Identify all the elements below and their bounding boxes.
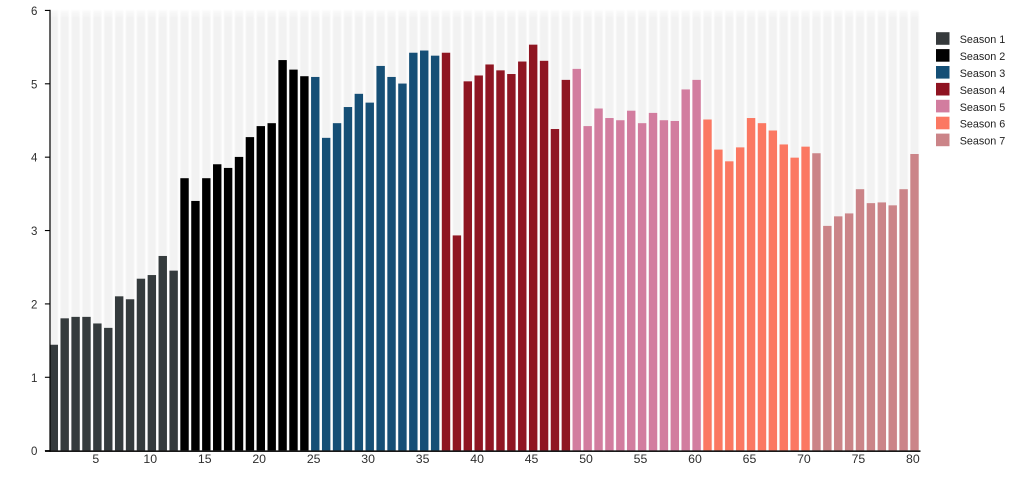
svg-text:45: 45 xyxy=(525,452,539,466)
svg-text:20: 20 xyxy=(252,452,266,466)
svg-text:1: 1 xyxy=(31,373,37,385)
svg-text:80: 80 xyxy=(906,452,920,466)
svg-text:Season 5: Season 5 xyxy=(960,102,1006,114)
svg-text:60: 60 xyxy=(688,452,702,466)
svg-text:Season 3: Season 3 xyxy=(960,68,1006,80)
svg-text:0: 0 xyxy=(31,446,37,458)
svg-text:55: 55 xyxy=(634,452,648,466)
svg-text:Season 7: Season 7 xyxy=(960,136,1006,148)
svg-text:4: 4 xyxy=(31,153,38,165)
svg-text:Season 4: Season 4 xyxy=(960,85,1006,97)
svg-text:50: 50 xyxy=(579,452,593,466)
svg-text:30: 30 xyxy=(361,452,375,466)
svg-text:2: 2 xyxy=(31,299,37,311)
svg-text:40: 40 xyxy=(470,452,484,466)
svg-text:15: 15 xyxy=(198,452,212,466)
svg-text:6: 6 xyxy=(31,6,37,18)
svg-text:35: 35 xyxy=(416,452,430,466)
svg-text:Season 6: Season 6 xyxy=(960,119,1006,131)
svg-text:65: 65 xyxy=(743,452,757,466)
svg-text:75: 75 xyxy=(852,452,866,466)
svg-text:25: 25 xyxy=(307,452,321,466)
svg-text:3: 3 xyxy=(31,226,37,238)
svg-text:10: 10 xyxy=(143,452,157,466)
svg-text:5: 5 xyxy=(92,452,99,466)
svg-text:5: 5 xyxy=(31,79,37,91)
svg-text:Season 1: Season 1 xyxy=(960,34,1006,46)
svg-text:70: 70 xyxy=(797,452,811,466)
svg-text:Season 2: Season 2 xyxy=(960,51,1006,63)
